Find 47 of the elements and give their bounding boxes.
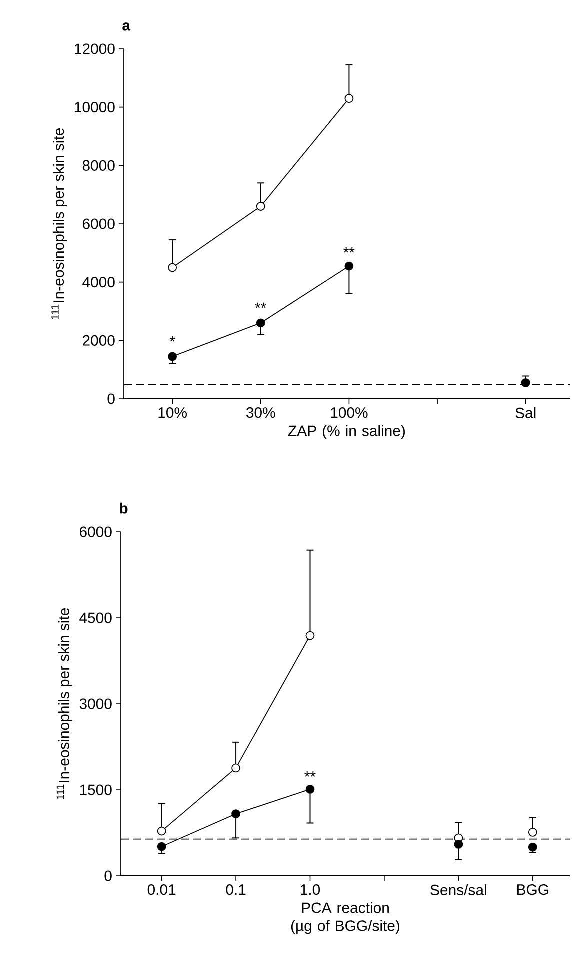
x-tick-label: 30% — [246, 408, 276, 418]
x-tick-label: 10% — [158, 408, 187, 418]
point — [306, 631, 315, 640]
x-tick-label: Sal — [516, 408, 536, 418]
y-axis-title: $^{111}$In-eosinophils per skin site — [56, 608, 72, 800]
point — [344, 94, 354, 104]
annotation: ** — [304, 772, 316, 777]
y-tick-label: 4000 — [82, 277, 115, 288]
y-tick-label: 8000 — [82, 160, 115, 171]
x-axis-title: PCA reaction (µg of BGG/site) — [291, 902, 400, 934]
x-tick-label: Sens/sal — [430, 884, 486, 896]
y-tick-label: 10000 — [75, 102, 115, 113]
chart-title: b — [120, 502, 128, 514]
point — [521, 378, 530, 388]
point — [157, 826, 166, 836]
y-tick-label: 1500 — [80, 784, 112, 796]
y-tick-label: 0 — [104, 870, 112, 882]
x-tick-label: 100% — [331, 408, 368, 418]
x-tick-label: 1.0 — [301, 884, 320, 896]
x-tick-label: 0.1 — [226, 884, 246, 896]
point — [528, 842, 538, 852]
x-axis-title: ZAP (% in saline) — [288, 425, 406, 440]
point — [528, 828, 538, 837]
y-tick-label: 0 — [108, 394, 115, 404]
y-tick-label: 2000 — [82, 335, 115, 346]
y-tick-label: 3000 — [80, 698, 112, 710]
annotation: ** — [255, 302, 266, 308]
x-tick-label: BGG — [518, 884, 548, 896]
y-tick-label: 12000 — [75, 44, 115, 54]
y-axis-title: $^{111}$In-eosinophils per skin site — [52, 128, 68, 320]
point — [306, 784, 315, 794]
point — [454, 840, 464, 849]
point — [256, 318, 266, 328]
point — [232, 764, 240, 773]
point — [168, 263, 178, 272]
x-tick-label: 0.01 — [148, 884, 176, 896]
chart-title: a — [122, 22, 131, 31]
point — [157, 842, 166, 852]
point — [256, 202, 266, 211]
y-tick-label: 6000 — [83, 218, 115, 230]
y-tick-label: 4500 — [80, 612, 112, 624]
point — [168, 352, 178, 362]
point — [232, 810, 240, 819]
annotation: * — [170, 336, 176, 342]
point — [344, 262, 354, 271]
annotation: ** — [344, 248, 355, 253]
y-tick-label: 6000 — [80, 526, 112, 538]
